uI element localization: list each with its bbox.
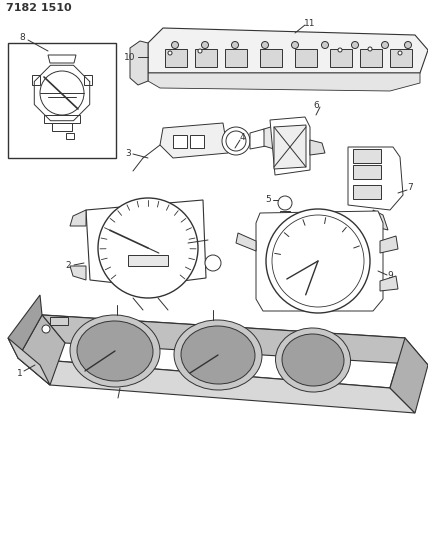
- Polygon shape: [256, 211, 383, 311]
- Bar: [66, 133, 74, 139]
- Bar: [225, 49, 247, 67]
- Circle shape: [338, 48, 342, 52]
- Bar: [128, 255, 168, 266]
- Polygon shape: [18, 315, 405, 388]
- Polygon shape: [380, 236, 398, 253]
- Circle shape: [172, 42, 178, 49]
- Polygon shape: [274, 125, 306, 169]
- Text: 8: 8: [19, 34, 25, 43]
- Polygon shape: [130, 41, 148, 85]
- Bar: [330, 49, 352, 67]
- Bar: [353, 165, 381, 179]
- Polygon shape: [348, 147, 403, 210]
- Bar: [353, 185, 381, 199]
- Text: 9: 9: [387, 271, 393, 279]
- Circle shape: [202, 42, 208, 49]
- Polygon shape: [148, 28, 428, 73]
- Circle shape: [266, 209, 370, 313]
- Circle shape: [404, 42, 411, 49]
- Ellipse shape: [276, 328, 351, 392]
- Text: 3: 3: [125, 149, 131, 157]
- Circle shape: [232, 42, 238, 49]
- Polygon shape: [380, 276, 398, 291]
- Polygon shape: [310, 140, 325, 155]
- Polygon shape: [18, 358, 415, 413]
- Bar: [50, 317, 68, 325]
- Polygon shape: [8, 295, 42, 358]
- Polygon shape: [373, 210, 388, 230]
- Circle shape: [205, 255, 221, 271]
- Polygon shape: [48, 55, 76, 63]
- Text: 6: 6: [313, 101, 319, 109]
- Circle shape: [262, 42, 268, 49]
- Polygon shape: [70, 210, 86, 226]
- Polygon shape: [264, 126, 274, 149]
- Circle shape: [381, 42, 389, 49]
- Bar: [353, 149, 381, 163]
- Circle shape: [321, 42, 329, 49]
- Bar: [8, 43, 116, 158]
- Circle shape: [278, 196, 292, 210]
- Bar: [390, 49, 412, 67]
- Text: 1: 1: [17, 368, 23, 377]
- Circle shape: [351, 42, 359, 49]
- Circle shape: [368, 47, 372, 51]
- Polygon shape: [44, 115, 80, 123]
- Bar: [195, 49, 217, 67]
- Polygon shape: [70, 266, 86, 280]
- Circle shape: [291, 42, 298, 49]
- Ellipse shape: [70, 315, 160, 387]
- Polygon shape: [32, 75, 40, 85]
- Polygon shape: [236, 233, 256, 251]
- Text: 7: 7: [407, 183, 413, 192]
- Polygon shape: [270, 117, 310, 175]
- Text: 7182 1510: 7182 1510: [6, 3, 71, 13]
- Text: 4: 4: [239, 133, 245, 142]
- Polygon shape: [250, 129, 266, 149]
- Ellipse shape: [282, 334, 344, 386]
- Circle shape: [222, 127, 250, 155]
- Bar: [190, 135, 204, 148]
- Text: 11: 11: [304, 19, 316, 28]
- Bar: [165, 49, 187, 67]
- Circle shape: [272, 215, 364, 307]
- Text: 2: 2: [65, 261, 71, 270]
- Bar: [360, 49, 382, 67]
- Bar: [295, 49, 317, 67]
- Polygon shape: [52, 123, 72, 131]
- Polygon shape: [390, 338, 428, 413]
- Ellipse shape: [77, 321, 153, 381]
- Circle shape: [226, 131, 246, 151]
- Polygon shape: [8, 338, 50, 385]
- Polygon shape: [148, 73, 420, 91]
- Polygon shape: [42, 315, 428, 365]
- Circle shape: [168, 51, 172, 55]
- Circle shape: [42, 325, 50, 333]
- Polygon shape: [86, 200, 206, 286]
- Polygon shape: [160, 123, 228, 158]
- Circle shape: [98, 198, 198, 298]
- Circle shape: [398, 51, 402, 55]
- Text: 5: 5: [265, 196, 271, 205]
- Bar: [173, 135, 187, 148]
- Polygon shape: [84, 75, 92, 85]
- Bar: [260, 49, 282, 67]
- Ellipse shape: [181, 326, 255, 384]
- Circle shape: [198, 49, 202, 53]
- Bar: [280, 211, 290, 221]
- Ellipse shape: [174, 320, 262, 390]
- Polygon shape: [18, 315, 65, 385]
- Circle shape: [40, 71, 84, 115]
- Text: 10: 10: [124, 52, 136, 61]
